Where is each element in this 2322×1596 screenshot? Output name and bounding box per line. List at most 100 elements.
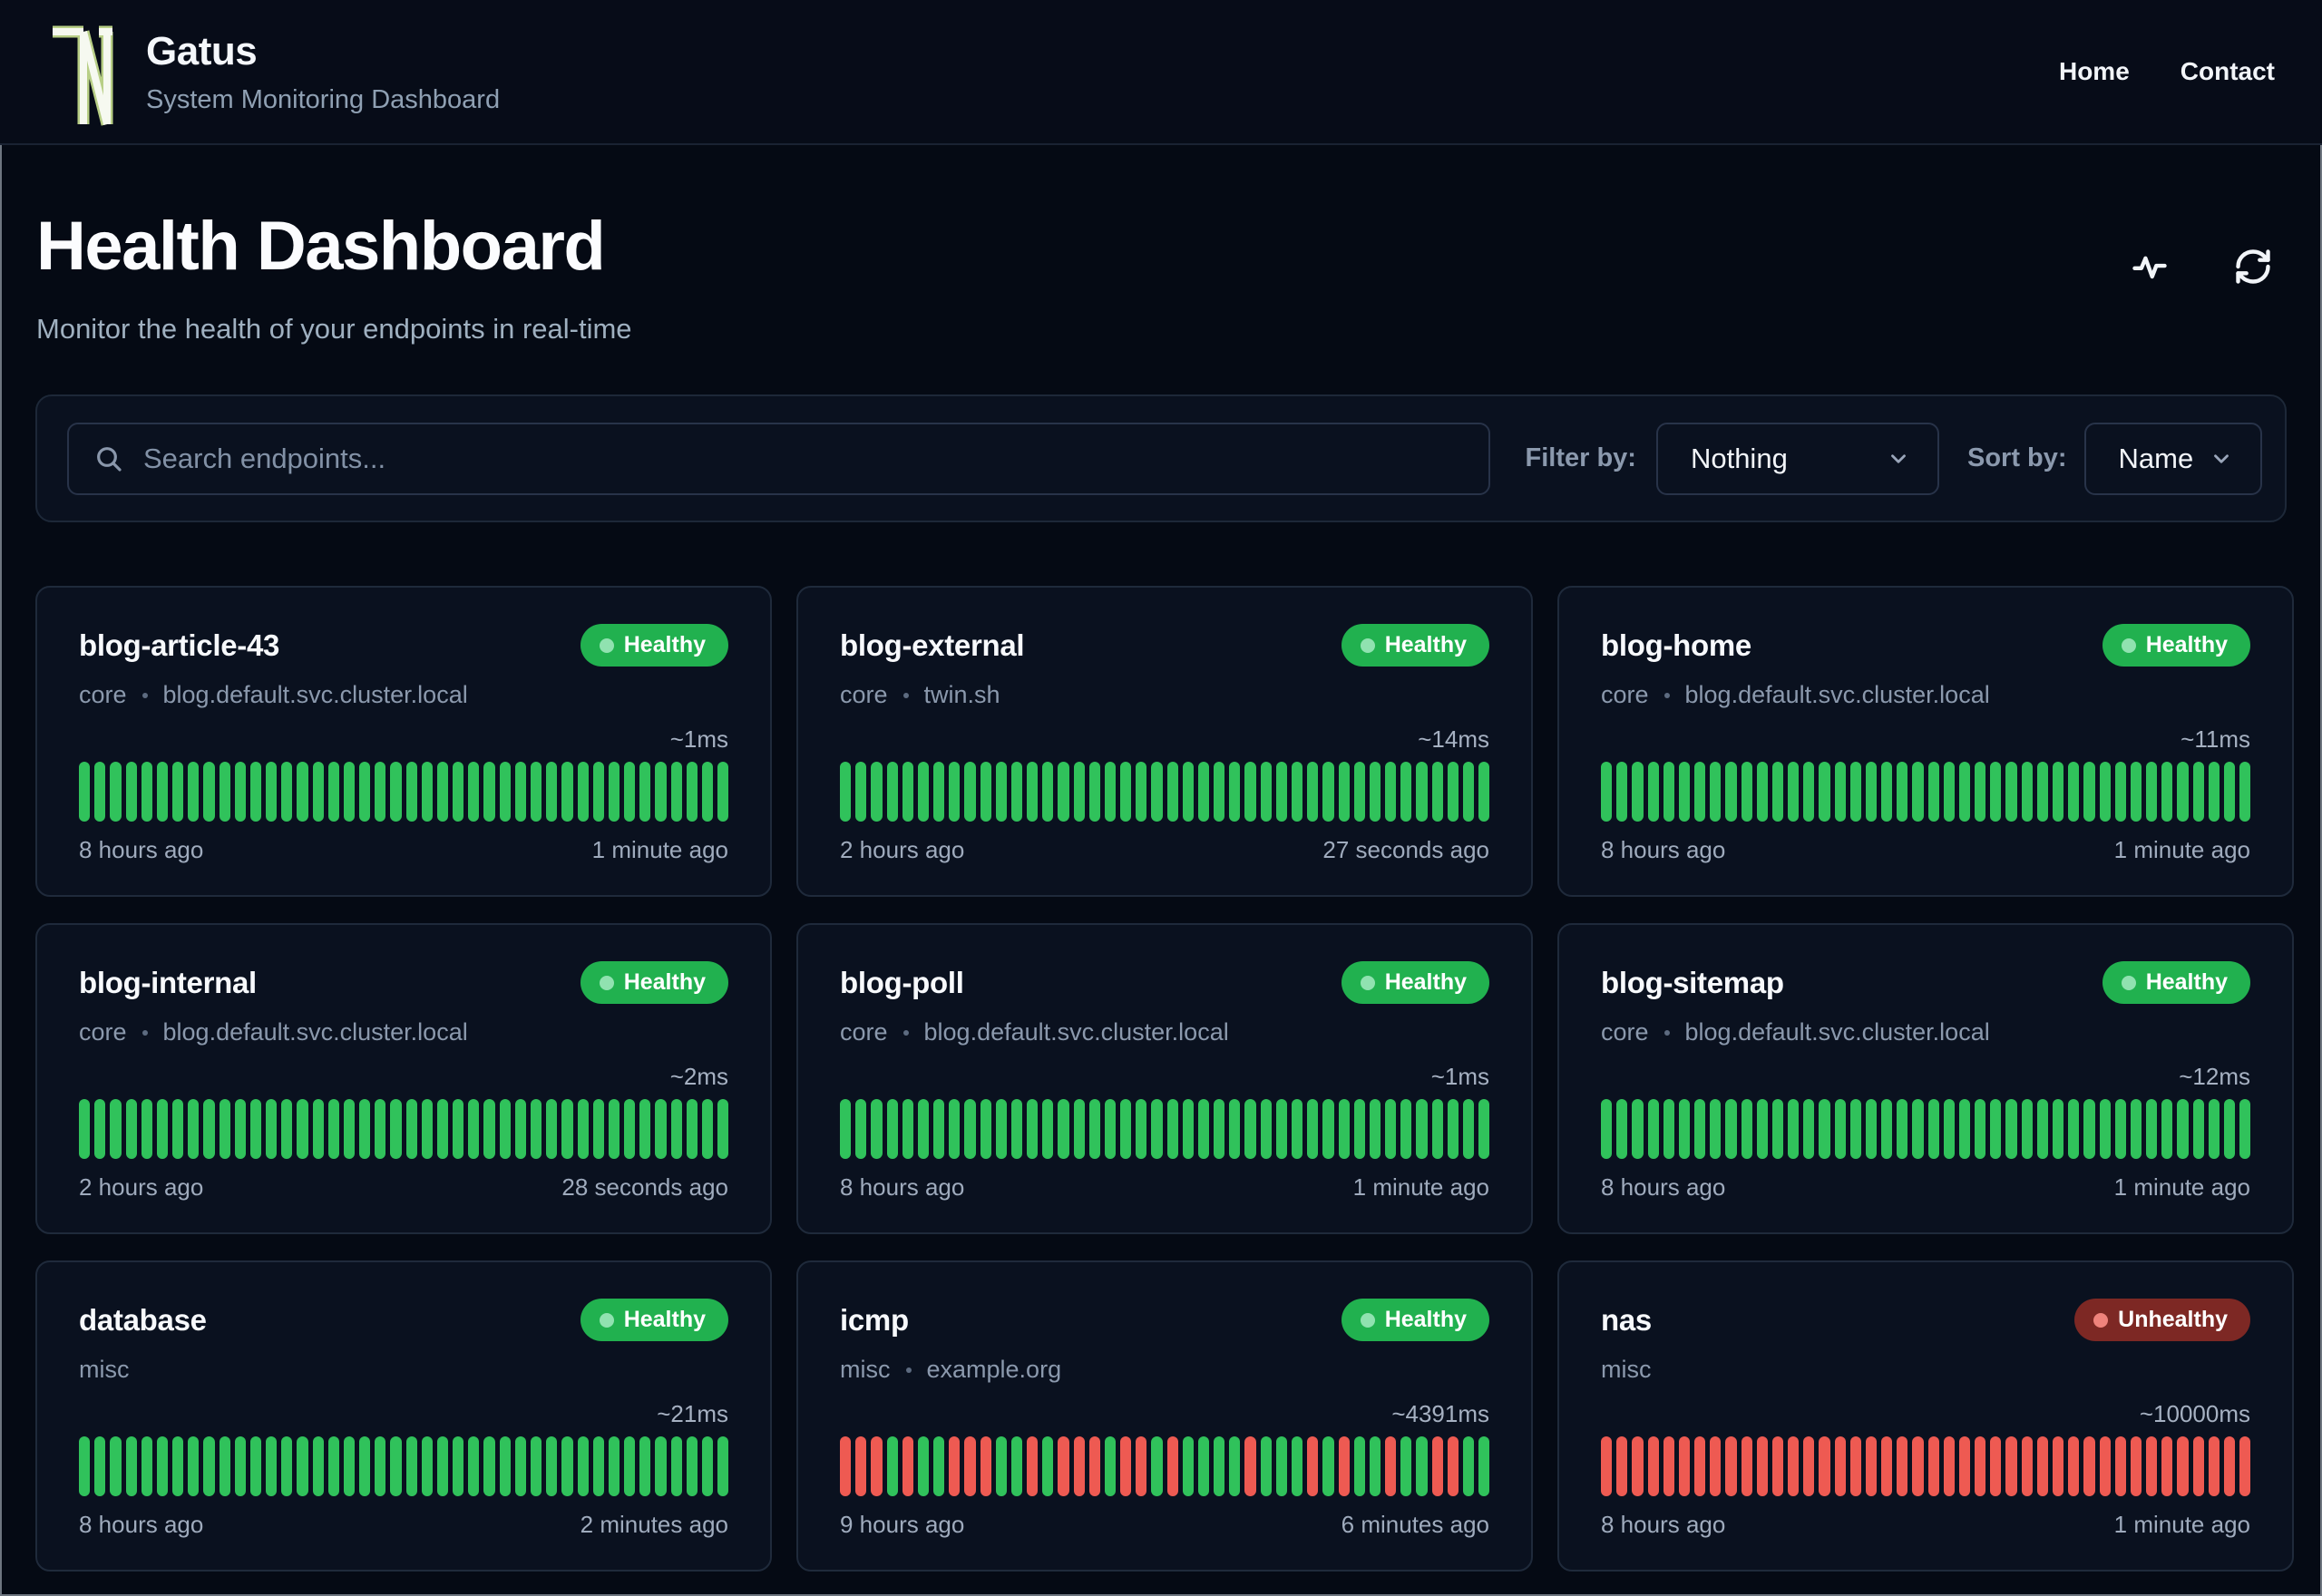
status-bar[interactable] [1322,762,1334,822]
status-bar[interactable] [949,762,961,822]
status-bar[interactable] [1958,1099,1971,1159]
status-bar[interactable] [1881,1099,1893,1159]
status-bar[interactable] [2208,1099,2220,1159]
status-bar[interactable] [514,1099,526,1159]
endpoint-card[interactable]: nas Unhealthy misc ~10000ms 8 hours ago … [1557,1260,2294,1572]
status-bar[interactable] [1865,1099,1878,1159]
status-bar[interactable] [1058,1436,1069,1496]
status-bar[interactable] [125,762,137,822]
status-bar[interactable] [514,762,526,822]
status-bar[interactable] [1849,762,1861,822]
status-bar[interactable] [1385,1099,1397,1159]
status-bar[interactable] [1943,762,1955,822]
status-bar[interactable] [312,762,324,822]
status-bar[interactable] [297,1436,308,1496]
status-bar[interactable] [219,1099,230,1159]
status-bar[interactable] [949,1436,961,1496]
status-bar[interactable] [1647,762,1659,822]
status-bar[interactable] [297,762,308,822]
status-bar[interactable] [1058,762,1069,822]
status-bar[interactable] [902,1099,913,1159]
status-bar[interactable] [639,1436,651,1496]
status-bar[interactable] [1322,1436,1334,1496]
status-bar[interactable] [2223,1099,2236,1159]
status-bar[interactable] [343,1099,356,1159]
status-bar[interactable] [1678,1436,1691,1496]
status-bar[interactable] [530,1099,542,1159]
status-bar[interactable] [1927,1436,1939,1496]
status-bar[interactable] [1897,762,1908,822]
status-bar[interactable] [1478,1436,1490,1496]
status-bar[interactable] [110,1436,122,1496]
status-bar[interactable] [2005,1099,2017,1159]
status-bar[interactable] [592,1436,604,1496]
status-bar[interactable] [343,762,356,822]
status-bar[interactable] [1710,1099,1722,1159]
status-bar[interactable] [1400,762,1412,822]
status-bar[interactable] [917,762,930,822]
status-bar[interactable] [577,762,589,822]
endpoint-card[interactable]: database Healthy misc ~21ms 8 hours ago … [35,1260,772,1572]
status-bar[interactable] [2239,762,2251,822]
status-bar[interactable] [855,762,867,822]
status-bar[interactable] [468,1099,480,1159]
status-bar[interactable] [249,762,262,822]
status-bar[interactable] [1478,1099,1490,1159]
status-bar[interactable] [1088,762,1100,822]
status-bar[interactable] [701,762,714,822]
status-bar[interactable] [94,1099,106,1159]
status-bar[interactable] [1990,762,2002,822]
status-bar[interactable] [94,1436,106,1496]
status-bar[interactable] [203,762,215,822]
status-bar[interactable] [1197,1436,1210,1496]
status-bar[interactable] [483,1099,495,1159]
status-bar[interactable] [2146,762,2158,822]
status-bar[interactable] [1136,1436,1147,1496]
status-bar[interactable] [530,762,542,822]
status-bar[interactable] [1975,1436,1986,1496]
status-bar[interactable] [933,1099,945,1159]
status-bar[interactable] [2099,1436,2111,1496]
status-bar[interactable] [1803,762,1815,822]
status-bar[interactable] [2161,1436,2173,1496]
status-bar[interactable] [1834,762,1846,822]
status-bar[interactable] [125,1436,137,1496]
status-bar[interactable] [1912,1436,1924,1496]
status-bar[interactable] [886,762,898,822]
status-bar[interactable] [1214,762,1225,822]
status-bar[interactable] [141,762,152,822]
status-bar[interactable] [1166,762,1178,822]
search-box[interactable] [67,422,1491,495]
status-bar[interactable] [1694,1099,1706,1159]
status-bar[interactable] [902,1436,913,1496]
status-bar[interactable] [1975,1099,1986,1159]
status-bar[interactable] [1678,1099,1691,1159]
status-bar[interactable] [405,1099,417,1159]
status-bar[interactable] [1385,1436,1397,1496]
status-bar[interactable] [592,762,604,822]
status-bar[interactable] [1616,1099,1628,1159]
status-bar[interactable] [156,1436,169,1496]
status-bar[interactable] [375,762,386,822]
status-bar[interactable] [203,1436,215,1496]
status-bar[interactable] [436,762,449,822]
status-bar[interactable] [1601,762,1613,822]
status-bar[interactable] [1260,762,1272,822]
status-bar[interactable] [2005,762,2017,822]
status-bar[interactable] [1369,1436,1381,1496]
status-bar[interactable] [234,1436,246,1496]
status-bar[interactable] [421,1099,433,1159]
status-bar[interactable] [1632,762,1644,822]
status-bar[interactable] [1042,1099,1054,1159]
status-bar[interactable] [125,1099,137,1159]
status-bar[interactable] [1244,762,1256,822]
filter-select[interactable]: Nothing [1655,422,1939,495]
status-bar[interactable] [421,1436,433,1496]
status-bar[interactable] [886,1099,898,1159]
status-bar[interactable] [561,1099,573,1159]
status-bar[interactable] [546,762,558,822]
status-bar[interactable] [577,1436,589,1496]
status-bar[interactable] [1182,1436,1194,1496]
status-bar[interactable] [1260,1436,1272,1496]
status-bar[interactable] [1834,1099,1846,1159]
